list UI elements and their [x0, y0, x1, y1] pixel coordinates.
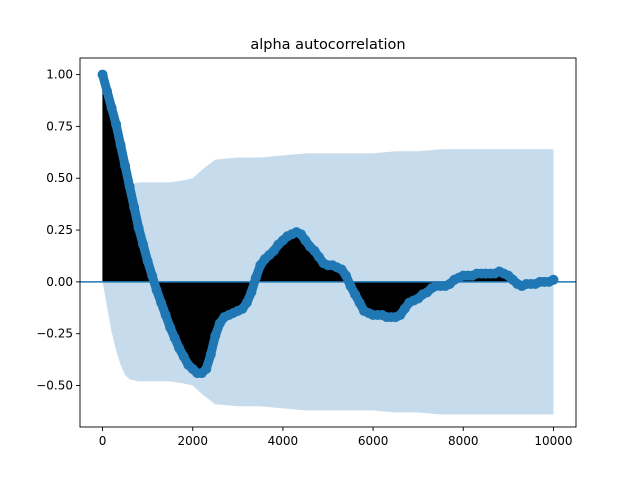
x-tick-label: 10000: [534, 434, 572, 448]
x-tick-label: 2000: [177, 434, 208, 448]
y-axis: −0.50 −0.25 0.00 0.25 0.50 0.75 1.00: [36, 68, 80, 393]
y-tick-label: 0.75: [46, 119, 73, 133]
x-tick-label: 6000: [358, 434, 389, 448]
acf-line: [98, 70, 558, 378]
y-tick-label: −0.50: [36, 379, 73, 393]
y-tick-label: 0.50: [46, 171, 73, 185]
plot-area: [79, 57, 577, 428]
y-tick-label: −0.25: [36, 327, 73, 341]
x-tick-label: 8000: [448, 434, 479, 448]
y-tick-label: 0.00: [46, 275, 73, 289]
y-tick-label: 1.00: [46, 68, 73, 82]
plot-content: [80, 69, 576, 415]
chart-title: alpha autocorrelation: [250, 37, 405, 53]
axes-frame: [79, 57, 577, 428]
x-tick-label: 0: [99, 434, 107, 448]
x-tick-label: 4000: [268, 434, 299, 448]
y-tick-label: 0.25: [46, 223, 73, 237]
x-axis: 0 2000 4000 6000 8000 10000: [99, 427, 573, 448]
